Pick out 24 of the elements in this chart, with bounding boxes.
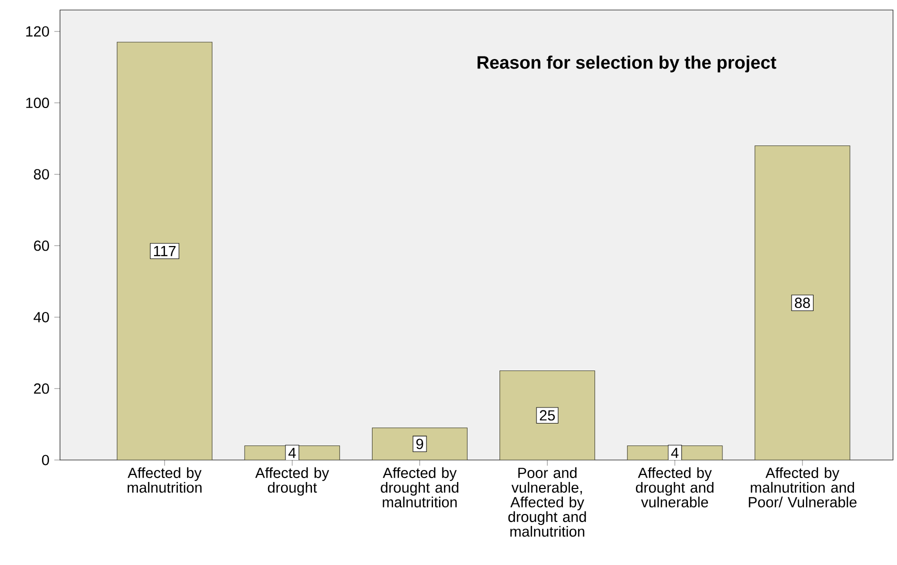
data-label: 4 — [671, 448, 679, 458]
y-tick-label: 40 — [34, 312, 50, 322]
data-label: 88 — [794, 298, 810, 308]
x-tick-label: Affected by drought and malnutrition — [380, 467, 458, 508]
data-label: 4 — [288, 448, 296, 458]
y-tick-label: 20 — [34, 383, 50, 394]
x-tick-label: Affected by malnutrition — [128, 467, 202, 493]
bar — [116, 42, 212, 460]
y-tick-label: 120 — [26, 26, 50, 37]
data-label: 9 — [416, 438, 424, 450]
bar — [372, 428, 468, 460]
data-label: 117 — [154, 246, 176, 256]
x-tick-label: Affected by drought — [255, 467, 330, 496]
y-tick-label: 80 — [34, 169, 50, 180]
data-label: 25 — [540, 410, 555, 421]
y-tick-label: 0 — [42, 454, 50, 466]
text: Reason for selection by the project — [478, 56, 776, 72]
x-tick-label: Poor and vulnerable, Affected by drought and malnutrition — [508, 467, 586, 537]
x-tick-label: Affected by malnutrition and Poor/ Vulnerable — [748, 467, 857, 508]
x-tick-label: Affected by drought and vulnerable — [636, 467, 714, 508]
bar — [500, 370, 596, 460]
y-tick-label: 100 — [26, 98, 50, 108]
y-tick-label: 60 — [34, 240, 50, 251]
bar — [754, 145, 850, 460]
